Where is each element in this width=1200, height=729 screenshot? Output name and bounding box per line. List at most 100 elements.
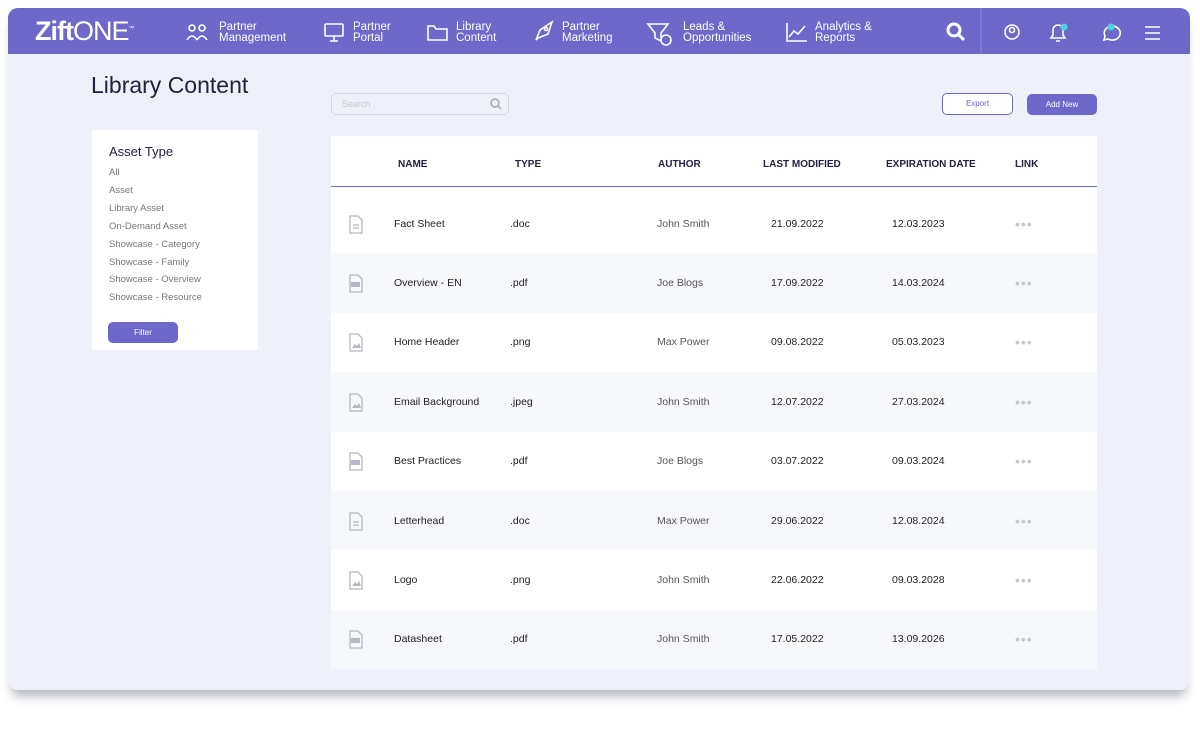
- search-placeholder: Search: [342, 99, 371, 109]
- logo-mark: ™: [128, 26, 135, 32]
- table: NAME TYPE AUTHOR LAST MODIFIED EXPIRATION DA…: [331, 136, 1097, 670]
- nav-item[interactable]: Partner Management: [219, 21, 287, 44]
- table-row[interactable]: Letterhead .doc Max Power 29.06.2022 12.08.2…: [331, 491, 1097, 551]
- link-menu[interactable]: •••: [1015, 393, 1033, 410]
- column-header: EXPIRATION DATE: [886, 159, 976, 170]
- filter-button[interactable]: Filter: [108, 322, 178, 343]
- nav-icons: [186, 8, 1160, 54]
- icon-analytics: [786, 23, 807, 42]
- nav-item-line: Partner: [353, 21, 391, 33]
- table-cell: Home Header: [394, 336, 460, 349]
- table-row[interactable]: Overview - EN .pdf Joe Blogs 17.09.2022 14.0…: [331, 253, 1097, 313]
- link-menu[interactable]: •••: [1015, 572, 1033, 589]
- header-rule: [331, 186, 1097, 187]
- filter-option[interactable]: Showcase - Category: [109, 238, 200, 250]
- file-icon: [349, 571, 363, 590]
- navbar: ZiftONE™ Partner Management Partner Portal L…: [8, 8, 1190, 54]
- filter-option[interactable]: All: [109, 167, 120, 178]
- table-row[interactable]: Best Practices .pdf Joe Blogs 03.07.2022 09.…: [331, 431, 1097, 491]
- nav-item-line: Library: [456, 21, 492, 33]
- icon-menu[interactable]: [1145, 26, 1160, 40]
- filter-option[interactable]: Showcase - Overview: [109, 274, 201, 286]
- filter-option[interactable]: Asset: [109, 184, 133, 196]
- link-menu[interactable]: •••: [1015, 631, 1033, 648]
- table-cell: 09.08.2022: [771, 336, 824, 349]
- icon-portal: [324, 23, 344, 42]
- table-cell: 09.03.2028: [892, 574, 945, 587]
- column-header: NAME: [398, 159, 428, 170]
- nav-item-line: Content: [456, 32, 497, 44]
- table-cell: Fact Sheet: [394, 217, 445, 230]
- filter-panel: Asset Type All Asset Library Asset On-Demand…: [92, 130, 258, 350]
- nav-item[interactable]: Leads & Opportunities: [683, 21, 752, 44]
- table-cell: .png: [510, 336, 531, 349]
- table-cell: Max Power: [657, 514, 710, 527]
- nav-item-line: Partner: [562, 21, 600, 33]
- nav-item-line: Opportunities: [683, 32, 752, 44]
- table-cell: 12.08.2024: [892, 514, 945, 527]
- filter-option[interactable]: Showcase - Resource: [109, 292, 202, 304]
- filter-option[interactable]: Library Asset: [109, 202, 164, 214]
- table-cell: Datasheet: [394, 633, 442, 646]
- link-menu[interactable]: •••: [1015, 215, 1033, 232]
- export-button[interactable]: Export: [942, 93, 1013, 115]
- table-cell: 12.07.2022: [771, 395, 824, 408]
- table-cell: Joe Blogs: [657, 277, 704, 290]
- file-icon: [349, 452, 363, 471]
- add-new-button[interactable]: Add New: [1027, 94, 1097, 115]
- nav-item-line: Leads &: [683, 21, 726, 33]
- table-cell: 27.03.2024: [892, 395, 945, 408]
- table-row[interactable]: Datasheet .pdf John Smith 17.05.2022 13.09.2…: [331, 609, 1097, 670]
- file-icon: [349, 215, 363, 234]
- filter-option[interactable]: On-Demand Asset: [109, 220, 187, 232]
- icon-bell[interactable]: [1049, 23, 1068, 42]
- nav-item[interactable]: Partner Portal: [353, 21, 391, 44]
- table-cell: .pdf: [510, 455, 528, 468]
- table-row[interactable]: Home Header .png Max Power 09.08.2022 05.03.…: [331, 312, 1097, 373]
- table-cell: .doc: [510, 217, 530, 230]
- table-cell: 03.07.2022: [771, 455, 824, 468]
- file-icon: [349, 393, 363, 412]
- table-cell: .pdf: [510, 277, 528, 290]
- link-menu[interactable]: •••: [1015, 334, 1033, 351]
- nav-item[interactable]: Library Content: [456, 21, 497, 44]
- logo-bold: Zift: [35, 16, 74, 46]
- table-cell: 17.09.2022: [771, 277, 824, 290]
- table-cell: 12.03.2023: [892, 217, 945, 230]
- column-header: LINK: [1015, 159, 1039, 170]
- logo[interactable]: ZiftONE™: [35, 16, 135, 47]
- table-cell: Best Practices: [394, 455, 462, 468]
- nav-item-line: Management: [219, 32, 287, 44]
- file-icon: [349, 333, 363, 353]
- table-row[interactable]: Logo .png John Smith 22.06.2022 09.03.2028 ••…: [331, 550, 1097, 610]
- table-cell: Max Power: [657, 336, 710, 349]
- icon-partners: [186, 24, 208, 41]
- column-header: LAST MODIFIED: [763, 159, 841, 170]
- icon-user[interactable]: [1004, 24, 1020, 40]
- table-row[interactable]: Fact Sheet .doc John Smith 21.09.2022 12.03.…: [331, 194, 1097, 254]
- table-cell: John Smith: [657, 574, 710, 587]
- table-cell: .doc: [510, 514, 530, 527]
- table-row[interactable]: Email Background .jpeg John Smith 12.07.202…: [331, 372, 1097, 432]
- nav-item-line: Partner: [219, 21, 257, 33]
- table-cell: Joe Blogs: [657, 455, 704, 468]
- nav-item-line: Portal: [353, 32, 384, 44]
- table-cell: 14.03.2024: [892, 277, 945, 290]
- search-input[interactable]: Search: [331, 93, 509, 115]
- nav-item[interactable]: Analytics & Reports: [815, 21, 872, 44]
- icon-chat[interactable]: [1102, 23, 1121, 42]
- nav-item[interactable]: Partner Marketing: [562, 21, 613, 44]
- icon-rocket: [535, 20, 554, 41]
- table-cell: .png: [510, 574, 531, 587]
- link-menu[interactable]: •••: [1015, 275, 1033, 292]
- table-cell: 29.06.2022: [771, 514, 824, 527]
- icon-folder: [427, 25, 448, 41]
- link-menu[interactable]: •••: [1015, 453, 1033, 470]
- link-menu[interactable]: •••: [1015, 512, 1033, 529]
- icon-search[interactable]: [946, 22, 966, 42]
- filter-option[interactable]: Showcase - Family: [109, 256, 190, 268]
- table-cell: 22.06.2022: [771, 574, 824, 587]
- search-icon: [490, 98, 502, 110]
- table-cell: Letterhead: [394, 514, 445, 527]
